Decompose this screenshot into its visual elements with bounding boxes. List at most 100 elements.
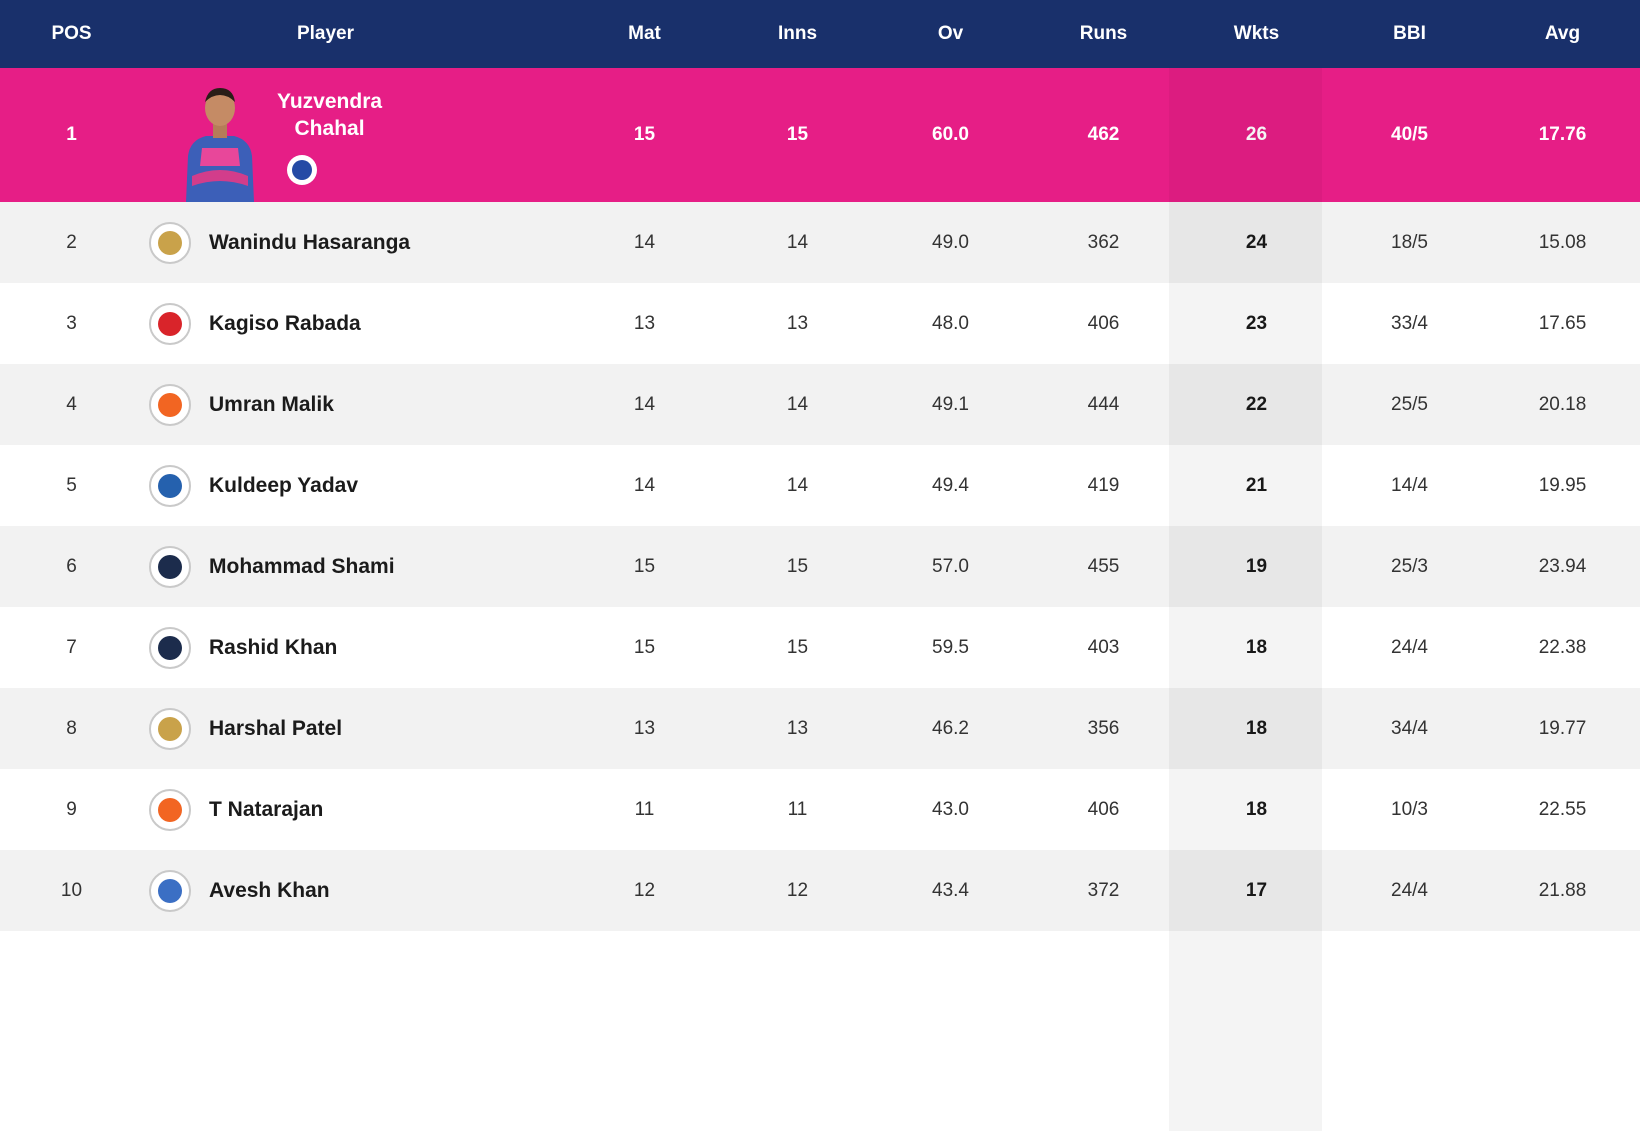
header-inns[interactable]: Inns [777, 23, 818, 44]
player-name[interactable]: Kagiso Rabada [209, 311, 361, 335]
row-bbi: 34/4 [1391, 717, 1428, 739]
row-runs: 406 [1087, 312, 1120, 334]
row-bbi: 24/4 [1391, 636, 1428, 658]
row-ov: 49.0 [932, 231, 969, 253]
row-wkts: 18 [1245, 717, 1268, 739]
row-avg: 20.18 [1538, 393, 1587, 415]
row-avg: 15.08 [1538, 231, 1587, 253]
leader-pos: 1 [66, 124, 77, 145]
row-mat: 14 [633, 231, 656, 253]
leader-ov: 60.0 [932, 124, 969, 145]
row-pos: 3 [66, 312, 77, 334]
table-row[interactable]: 7 Rashid Khan 15 15 59.5 403 18 24/4 22.… [0, 607, 1640, 688]
row-avg: 22.38 [1538, 636, 1587, 658]
row-runs: 455 [1087, 555, 1120, 577]
leader-name[interactable]: Yuzvendra Chahal [277, 88, 382, 142]
row-pos: 6 [66, 555, 77, 577]
table-row[interactable]: 2 Wanindu Hasaranga 14 14 49.0 362 24 18… [0, 202, 1640, 283]
table-row[interactable]: 6 Mohammad Shami 15 15 57.0 455 19 25/3 … [0, 526, 1640, 607]
row-pos: 7 [66, 636, 77, 658]
row-inns: 15 [786, 555, 809, 577]
row-mat: 14 [633, 393, 656, 415]
row-mat: 13 [633, 717, 656, 739]
row-player: Kagiso Rabada [143, 302, 568, 345]
row-bbi: 18/5 [1391, 231, 1428, 253]
gujarat-titans-logo-icon [149, 626, 191, 669]
lucknow-super-giants-logo-icon [149, 869, 191, 912]
row-runs: 419 [1087, 474, 1120, 496]
row-pos: 4 [66, 393, 77, 415]
row-wkts: 23 [1245, 312, 1268, 334]
leader-runs: 462 [1087, 124, 1120, 145]
table-row[interactable]: 8 Harshal Patel 13 13 46.2 356 18 34/4 1… [0, 688, 1640, 769]
player-name[interactable]: Harshal Patel [209, 716, 343, 740]
row-avg: 23.94 [1538, 555, 1587, 577]
row-pos: 2 [66, 231, 77, 253]
table-body: 2 Wanindu Hasaranga 14 14 49.0 362 24 18… [0, 202, 1640, 931]
sunrisers-logo-icon [149, 788, 191, 831]
rcb-logo-icon [149, 707, 191, 750]
table-row[interactable]: 3 Kagiso Rabada 13 13 48.0 406 23 33/4 1… [0, 283, 1640, 364]
punjab-kings-logo-icon [149, 302, 191, 345]
row-ov: 48.0 [932, 312, 969, 334]
row-wkts: 17 [1245, 879, 1268, 901]
row-bbi: 24/4 [1391, 879, 1428, 901]
player-name[interactable]: Wanindu Hasaranga [209, 230, 411, 254]
player-name[interactable]: Rashid Khan [209, 635, 338, 659]
player-name[interactable]: Kuldeep Yadav [209, 473, 359, 497]
row-wkts: 21 [1245, 474, 1268, 496]
row-runs: 444 [1087, 393, 1120, 415]
row-bbi: 33/4 [1391, 312, 1428, 334]
row-ov: 49.4 [932, 474, 969, 496]
header-ov[interactable]: Ov [937, 23, 964, 44]
row-mat: 15 [633, 555, 656, 577]
row-pos: 5 [66, 474, 77, 496]
row-mat: 14 [633, 474, 656, 496]
row-avg: 19.77 [1538, 717, 1587, 739]
row-ov: 43.4 [932, 879, 969, 901]
rcb-logo-icon [149, 221, 191, 264]
row-inns: 13 [786, 312, 809, 334]
row-runs: 406 [1087, 798, 1120, 820]
row-avg: 19.95 [1538, 474, 1587, 496]
header-pos[interactable]: POS [51, 23, 92, 44]
header-avg[interactable]: Avg [1544, 23, 1581, 44]
row-player: Kuldeep Yadav [143, 464, 568, 507]
row-wkts: 24 [1245, 231, 1268, 253]
delhi-capitals-logo-icon [149, 464, 191, 507]
leader-name-line2: Chahal [294, 117, 365, 140]
row-bbi: 14/4 [1391, 474, 1428, 496]
rajasthan-royals-logo-icon [287, 155, 317, 185]
gujarat-titans-logo-icon [149, 545, 191, 588]
table-row[interactable]: 9 T Natarajan 11 11 43.0 406 18 10/3 22.… [0, 769, 1640, 850]
player-name[interactable]: Umran Malik [209, 392, 334, 416]
leader-row[interactable]: 1 Yuzvendra Chahal 15 15 60.0 462 26 40/… [0, 68, 1640, 202]
player-name[interactable]: Avesh Khan [209, 878, 330, 902]
player-name[interactable]: T Natarajan [209, 797, 324, 821]
row-inns: 14 [786, 474, 809, 496]
row-inns: 14 [786, 393, 809, 415]
table-row[interactable]: 4 Umran Malik 14 14 49.1 444 22 25/5 20.… [0, 364, 1640, 445]
leader-mat: 15 [633, 124, 656, 145]
row-mat: 11 [634, 798, 655, 820]
header-wkts[interactable]: Wkts [1233, 23, 1280, 44]
table-row[interactable]: 5 Kuldeep Yadav 14 14 49.4 419 21 14/4 1… [0, 445, 1640, 526]
row-wkts: 18 [1245, 636, 1268, 658]
row-runs: 362 [1087, 231, 1120, 253]
row-ov: 43.0 [932, 798, 969, 820]
row-inns: 12 [786, 879, 809, 901]
row-wkts: 19 [1245, 555, 1268, 577]
header-mat[interactable]: Mat [628, 23, 661, 44]
header-runs[interactable]: Runs [1079, 23, 1128, 44]
row-mat: 12 [633, 879, 656, 901]
row-wkts: 22 [1245, 393, 1268, 415]
header-player[interactable]: Player [296, 23, 355, 44]
row-player: Avesh Khan [143, 869, 568, 912]
header-bbi[interactable]: BBI [1393, 23, 1426, 44]
player-name[interactable]: Mohammad Shami [209, 554, 395, 578]
row-avg: 17.65 [1538, 312, 1587, 334]
table-row[interactable]: 10 Avesh Khan 12 12 43.4 372 17 24/4 21.… [0, 850, 1640, 931]
table-header: POS Player Mat Inns Ov Runs Wkts BBI Avg [0, 0, 1640, 68]
row-ov: 59.5 [932, 636, 969, 658]
